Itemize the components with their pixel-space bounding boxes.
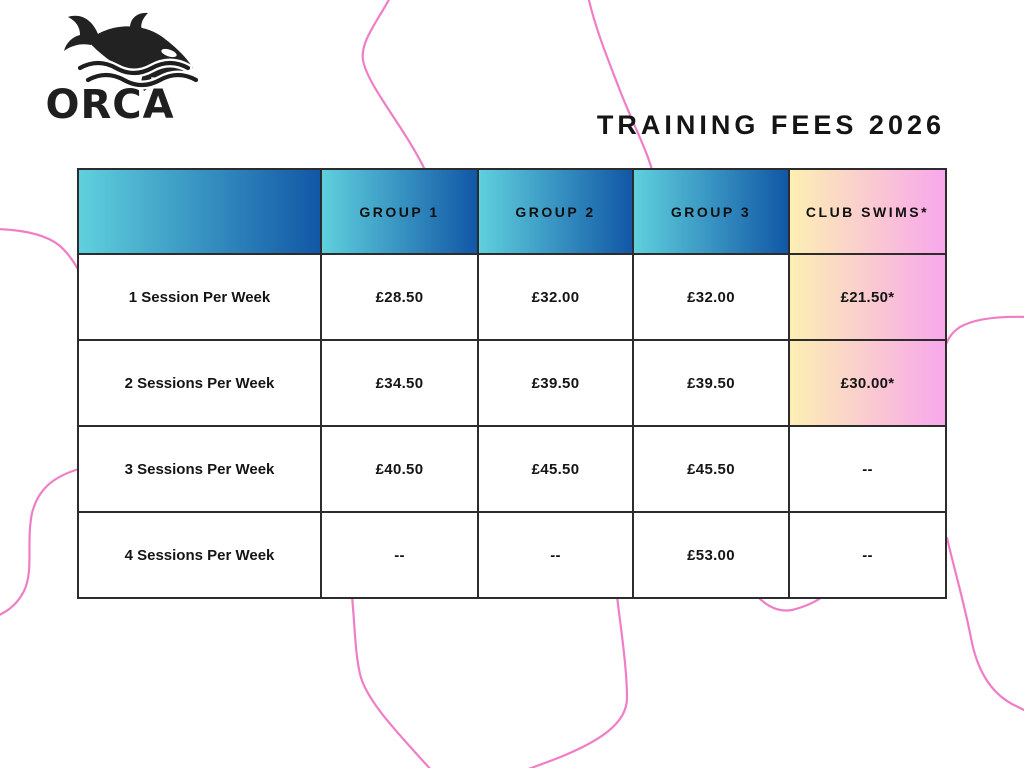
fee-cell: --	[788, 425, 947, 513]
table-row: 3 Sessions Per Week £40.50 £45.50 £45.50 --	[77, 425, 947, 513]
fee-cell: £21.50*	[788, 253, 947, 341]
column-header-group-2: GROUP 2	[477, 168, 634, 255]
orca-logo: ORCA	[40, 10, 215, 133]
column-header-club-swims: CLUB SWIMS*	[788, 168, 947, 255]
squiggle-left-upper	[0, 228, 81, 273]
fee-cell: £34.50	[320, 339, 479, 427]
column-header-group-3: GROUP 3	[632, 168, 790, 255]
fee-cell: £32.00	[477, 253, 634, 341]
fee-cell: --	[320, 511, 479, 599]
fees-table-body: 1 Session Per Week £28.50 £32.00 £32.00 £21.…	[77, 253, 947, 599]
squiggle-right-lower	[945, 536, 1024, 712]
fees-table-head-row: GROUP 1 GROUP 2 GROUP 3 CLUB SWIMS*	[77, 168, 947, 255]
fee-cell: £45.50	[632, 425, 790, 513]
squiggle-bottom-left	[350, 594, 431, 768]
orca-whale-icon: ORCA	[45, 12, 201, 128]
fee-cell: £45.50	[477, 425, 634, 513]
fee-cell: --	[477, 511, 634, 599]
squiggle-left-lower	[0, 467, 81, 616]
fee-cell: £28.50	[320, 253, 479, 341]
table-row: 4 Sessions Per Week -- -- £53.00 --	[77, 511, 947, 599]
row-label: 1 Session Per Week	[77, 253, 322, 341]
fee-cell: £30.00*	[788, 339, 947, 427]
column-header-group-1: GROUP 1	[320, 168, 479, 255]
squiggle-top-left	[361, 0, 427, 172]
row-label: 3 Sessions Per Week	[77, 425, 322, 513]
fee-cell: £32.00	[632, 253, 790, 341]
squiggle-top-center	[587, 0, 654, 172]
row-label: 4 Sessions Per Week	[77, 511, 322, 599]
fees-table: GROUP 1 GROUP 2 GROUP 3 CLUB SWIMS* 1 Sessi…	[77, 168, 947, 599]
fee-cell: £40.50	[320, 425, 479, 513]
fee-cell: £53.00	[632, 511, 790, 599]
row-label: 2 Sessions Per Week	[77, 339, 322, 427]
squiggle-bottom-center	[527, 594, 629, 768]
table-row: 2 Sessions Per Week £34.50 £39.50 £39.50 £30…	[77, 339, 947, 427]
fee-cell: £39.50	[632, 339, 790, 427]
fee-cell: £39.50	[477, 339, 634, 427]
page-title: TRAINING FEES 2026	[596, 110, 945, 140]
logo-text: ORCA	[45, 82, 174, 128]
squiggle-right-upper	[942, 315, 1024, 352]
column-header-blank	[77, 168, 322, 255]
squiggle-table-dip	[756, 595, 824, 612]
fee-cell: --	[788, 511, 947, 599]
table-row: 1 Session Per Week £28.50 £32.00 £32.00 £21.…	[77, 253, 947, 341]
